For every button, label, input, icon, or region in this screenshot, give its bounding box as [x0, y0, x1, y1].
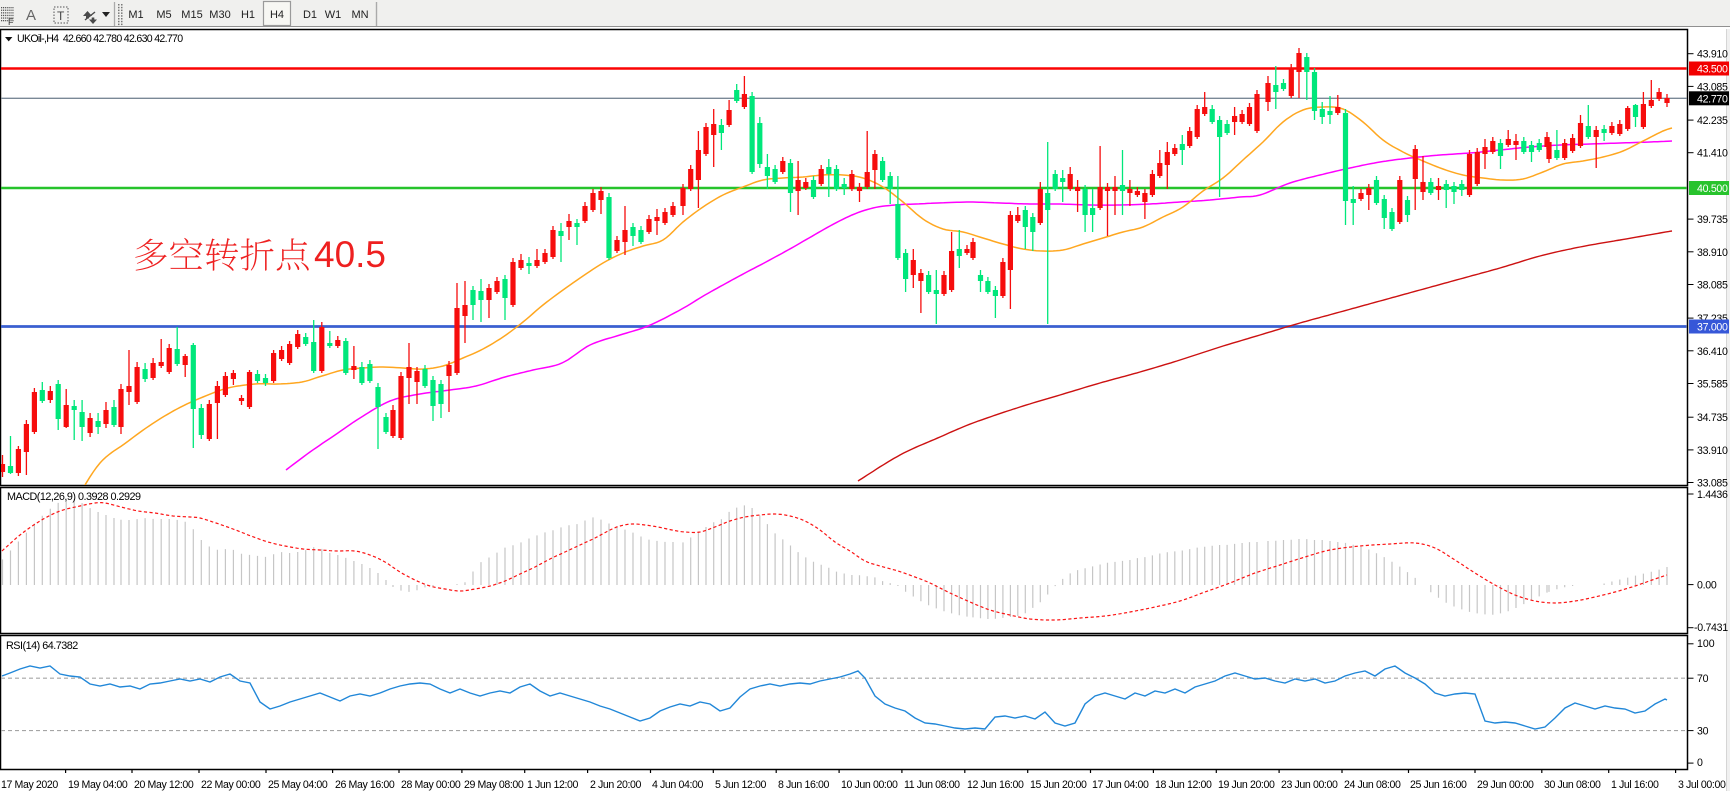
svg-text:D1: D1	[303, 9, 317, 21]
svg-text:0.00: 0.00	[1697, 580, 1717, 592]
svg-text:UKOil-,H4 42.660 42.780 42.63: UKOil-,H4 42.660 42.780 42.630 42.770	[17, 33, 183, 45]
svg-text:34.735: 34.735	[1697, 412, 1728, 424]
svg-text:17 May 2020: 17 May 2020	[1, 779, 58, 791]
svg-text:1 Jun 12:00: 1 Jun 12:00	[527, 779, 578, 791]
svg-text:M15: M15	[181, 9, 202, 21]
svg-text:M30: M30	[209, 9, 230, 21]
svg-text:70: 70	[1697, 673, 1709, 685]
svg-text:M1: M1	[128, 9, 143, 21]
svg-text:18 Jun 12:00: 18 Jun 12:00	[1155, 779, 1212, 791]
svg-text:29 Jun 00:00: 29 Jun 00:00	[1477, 779, 1534, 791]
svg-text:H1: H1	[241, 9, 255, 21]
svg-text:28 May 00:00: 28 May 00:00	[401, 779, 461, 791]
svg-text:11 Jun 08:00: 11 Jun 08:00	[904, 779, 960, 791]
svg-text:1 Jul 16:00: 1 Jul 16:00	[1611, 779, 1659, 791]
svg-text:MACD(12,26,9) 0.3928 0.2929: MACD(12,26,9) 0.3928 0.2929	[7, 491, 141, 503]
svg-text:36.410: 36.410	[1697, 346, 1728, 358]
svg-text:19 Jun 20:00: 19 Jun 20:00	[1218, 779, 1275, 791]
svg-text:17 Jun 04:00: 17 Jun 04:00	[1092, 779, 1149, 791]
svg-text:15 Jun 20:00: 15 Jun 20:00	[1030, 779, 1087, 791]
svg-text:19 May 04:00: 19 May 04:00	[68, 779, 128, 791]
svg-text:4 Jun 04:00: 4 Jun 04:00	[652, 779, 703, 791]
svg-text:43.910: 43.910	[1697, 49, 1728, 61]
svg-text:10 Jun 00:00: 10 Jun 00:00	[841, 779, 898, 791]
svg-text:42.770: 42.770	[1697, 94, 1728, 106]
svg-text:25 Jun 16:00: 25 Jun 16:00	[1410, 779, 1467, 791]
svg-text:40.500: 40.500	[1697, 183, 1728, 195]
svg-text:33.910: 33.910	[1697, 445, 1728, 457]
svg-text:42.235: 42.235	[1697, 115, 1728, 127]
svg-text:37.000: 37.000	[1697, 322, 1728, 334]
svg-text:1.4436: 1.4436	[1697, 489, 1728, 501]
svg-text:20 May 12:00: 20 May 12:00	[134, 779, 194, 791]
svg-text:A: A	[26, 7, 36, 24]
svg-text:-0.7431: -0.7431	[1694, 622, 1728, 634]
svg-text:T: T	[57, 9, 65, 23]
svg-text:23 Jun 00:00: 23 Jun 00:00	[1281, 779, 1338, 791]
svg-text:F: F	[8, 17, 14, 27]
svg-text:29 May 08:00: 29 May 08:00	[464, 779, 524, 791]
svg-text:35.585: 35.585	[1697, 379, 1728, 391]
svg-text:22 May 00:00: 22 May 00:00	[201, 779, 261, 791]
svg-text:33.085: 33.085	[1697, 478, 1728, 490]
svg-text:W1: W1	[325, 9, 342, 21]
svg-text:100: 100	[1697, 638, 1715, 650]
svg-text:8 Jun 16:00: 8 Jun 16:00	[778, 779, 829, 791]
svg-text:41.410: 41.410	[1697, 148, 1728, 160]
svg-text:0: 0	[1697, 757, 1703, 769]
svg-text:26 May 16:00: 26 May 16:00	[335, 779, 395, 791]
svg-text:5 Jun 12:00: 5 Jun 12:00	[715, 779, 766, 791]
svg-text:MN: MN	[351, 9, 368, 21]
svg-text:43.085: 43.085	[1697, 81, 1728, 93]
svg-text:39.735: 39.735	[1697, 214, 1728, 226]
svg-text:43.500: 43.500	[1697, 64, 1728, 76]
svg-text:H4: H4	[270, 9, 284, 21]
svg-text:40.5: 40.5	[314, 234, 386, 275]
svg-text:24 Jun 08:00: 24 Jun 08:00	[1344, 779, 1401, 791]
svg-text:38.910: 38.910	[1697, 247, 1728, 259]
svg-text:12 Jun 16:00: 12 Jun 16:00	[967, 779, 1024, 791]
svg-text:3 Jul 00:00: 3 Jul 00:00	[1678, 779, 1726, 791]
svg-text:25 May 04:00: 25 May 04:00	[268, 779, 328, 791]
svg-text:M5: M5	[156, 9, 171, 21]
svg-text:2 Jun 20:00: 2 Jun 20:00	[590, 779, 641, 791]
svg-text:30 Jun 08:00: 30 Jun 08:00	[1544, 779, 1601, 791]
svg-text:RSI(14) 64.7382: RSI(14) 64.7382	[6, 640, 78, 652]
svg-text:38.085: 38.085	[1697, 280, 1728, 292]
svg-text:30: 30	[1697, 726, 1709, 738]
